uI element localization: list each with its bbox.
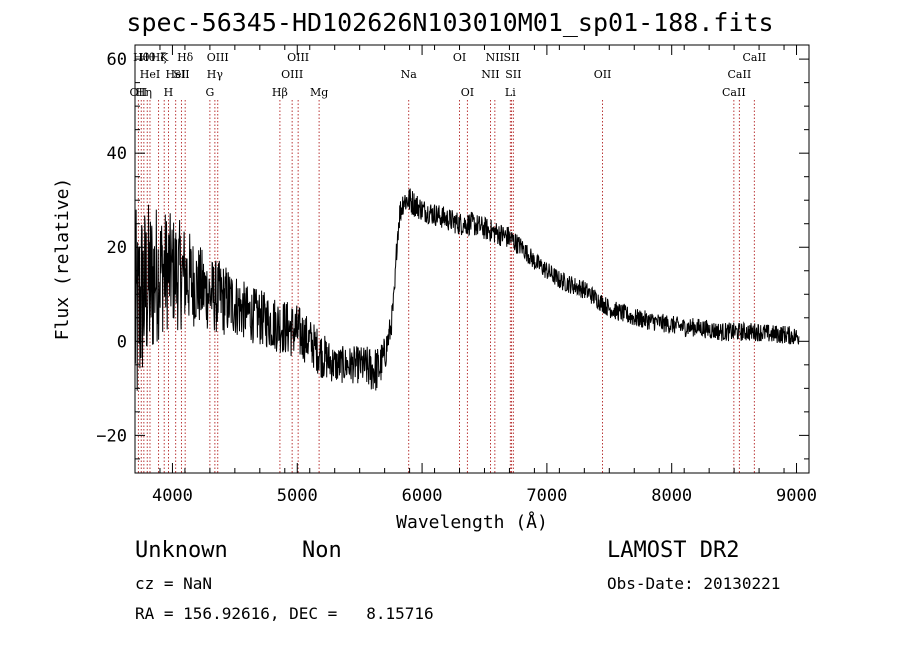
cz-value: cz = NaN: [135, 574, 213, 593]
line-marker-label: SII: [173, 68, 189, 81]
line-marker-label: OIII: [287, 51, 309, 64]
line-marker-label: OI: [453, 51, 466, 64]
survey-name: LAMOST DR2: [607, 538, 740, 563]
line-marker-label: SII: [505, 68, 521, 81]
x-tick-label: 5000: [277, 486, 318, 506]
line-marker-label: OII: [594, 68, 612, 81]
line-marker-label: Hδ: [177, 51, 194, 64]
x-axis-label: Wavelength (Å): [396, 511, 548, 533]
line-marker-label: Hη: [136, 86, 152, 99]
plot-frame: [134, 44, 810, 474]
x-tick-label: 7000: [526, 486, 567, 506]
line-marker-label: Hζ: [151, 51, 167, 64]
x-tick-label: 8000: [651, 486, 692, 506]
line-marker-label: Li: [505, 86, 516, 99]
spectrum-line: [134, 188, 800, 391]
line-marker-label: SII: [503, 51, 519, 64]
line-marker-label: G: [205, 86, 214, 99]
line-marker-label: OII: [130, 86, 148, 99]
coordinates: RA = 156.92616, DEC = 8.15716: [135, 604, 434, 623]
y-tick-label: 60: [107, 50, 127, 70]
line-marker-label: CaII: [728, 68, 752, 81]
line-marker-label: K: [160, 51, 169, 64]
y-tick-label: 0: [117, 332, 127, 352]
y-tick-label: 40: [107, 144, 127, 164]
x-tick-label: 9000: [776, 486, 817, 506]
line-marker-label: HeI: [165, 68, 185, 81]
line-marker-label: NII: [486, 51, 504, 64]
y-axis-label: Flux (relative): [52, 178, 73, 341]
y-tick-label: −20: [96, 426, 127, 446]
x-tick-label: 4000: [152, 486, 193, 506]
line-marker-label: Na: [401, 68, 418, 81]
object-subclass: Non: [302, 538, 342, 563]
line-marker-labels: OIIHθHηHθHeIHζKHHeISIIHδGHγOIIIHβOIIIOII…: [130, 51, 767, 99]
line-marker-label: Hθ: [133, 51, 150, 64]
line-marker-label: CaII: [742, 51, 766, 64]
x-tick-label: 6000: [402, 486, 443, 506]
x-axis: 4000 5000 6000 7000 8000 9000: [134, 45, 817, 506]
line-marker-label: H: [164, 86, 174, 99]
line-marker-label: CaII: [722, 86, 746, 99]
line-marker-label: OI: [461, 86, 474, 99]
y-axis: −20 0 20 40 60: [96, 50, 809, 460]
line-marker-label: Hβ: [272, 86, 288, 99]
line-marker-label: OIII: [281, 68, 303, 81]
line-marker-label: NII: [481, 68, 499, 81]
line-marker-label: Hθ: [139, 51, 156, 64]
line-marker-label: Hγ: [207, 68, 224, 81]
line-marker-label: Mg: [310, 86, 328, 99]
obs-date: Obs-Date: 20130221: [607, 574, 781, 593]
object-class: Unknown: [135, 538, 228, 563]
line-marker-label: HeI: [140, 68, 160, 81]
y-tick-label: 20: [107, 238, 127, 258]
spectrum-series: [134, 188, 800, 391]
chart-title: spec-56345-HD102626N103010M01_sp01-188.f…: [126, 8, 774, 37]
line-marker-label: OIII: [207, 51, 229, 64]
